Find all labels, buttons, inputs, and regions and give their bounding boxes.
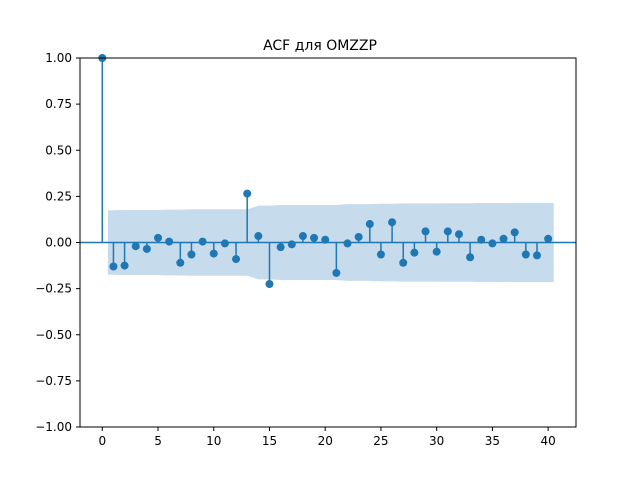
y-tick-label: 1.00 [45, 51, 72, 65]
y-tick-label: 0.50 [45, 143, 72, 157]
acf-marker [544, 234, 553, 243]
stem-layer [80, 54, 576, 289]
acf-marker [532, 251, 541, 260]
acf-marker [154, 233, 163, 242]
acf-marker [265, 280, 274, 289]
acf-marker [443, 227, 452, 236]
x-tick-label: 40 [540, 434, 555, 448]
acf-marker [254, 232, 263, 241]
axes-layer: 0 5 10 15 20 25 30 35 40 1.00 0.75 0.50 0.25 0.00 −0.2… [35, 51, 577, 448]
y-tick-label: −0.50 [35, 328, 72, 342]
x-tick-label: 25 [373, 434, 388, 448]
y-tick-label: 0.00 [45, 236, 72, 250]
x-tick-label: 10 [206, 434, 221, 448]
acf-marker [209, 249, 218, 258]
x-tick-label: 0 [98, 434, 106, 448]
chart-title: ACF для OMZZP [263, 38, 377, 54]
acf-marker [287, 240, 296, 249]
acf-marker [454, 230, 463, 239]
y-tick-label: 0.75 [45, 97, 72, 111]
x-tick-label: 20 [318, 434, 333, 448]
acf-marker [310, 233, 319, 242]
acf-marker [521, 250, 530, 259]
acf-marker [332, 268, 341, 277]
acf-marker [488, 239, 497, 248]
acf-marker [165, 237, 174, 246]
acf-marker [432, 247, 441, 256]
acf-marker [365, 220, 374, 229]
acf-marker [321, 235, 330, 244]
y-tick-label: −0.25 [35, 282, 72, 296]
acf-marker [399, 258, 408, 267]
x-tick-label: 30 [429, 434, 444, 448]
acf-marker [176, 258, 185, 267]
acf-marker [198, 237, 207, 246]
acf-marker [232, 255, 241, 264]
acf-marker [120, 261, 129, 270]
acf-marker [109, 262, 118, 271]
acf-marker [354, 232, 363, 241]
acf-marker [477, 235, 486, 244]
y-tick-label: −0.75 [35, 374, 72, 388]
y-tick-label: 0.25 [45, 189, 72, 203]
acf-marker [466, 253, 475, 262]
acf-marker [220, 239, 229, 248]
x-tick-label: 35 [485, 434, 500, 448]
acf-marker [499, 234, 508, 243]
acf-marker [142, 244, 151, 253]
acf-marker [276, 243, 285, 252]
acf-marker [410, 248, 419, 257]
y-tick-label: −1.00 [35, 420, 72, 434]
acf-marker [298, 232, 307, 241]
acf-marker [343, 239, 352, 248]
acf-marker [243, 189, 252, 198]
x-tick-label: 5 [154, 434, 162, 448]
x-tick-label: 15 [262, 434, 277, 448]
acf-marker [187, 250, 196, 259]
acf-marker [388, 218, 397, 227]
acf-marker [510, 228, 519, 237]
acf-marker [131, 242, 140, 251]
acf-marker [376, 250, 385, 259]
acf-marker [421, 227, 430, 236]
